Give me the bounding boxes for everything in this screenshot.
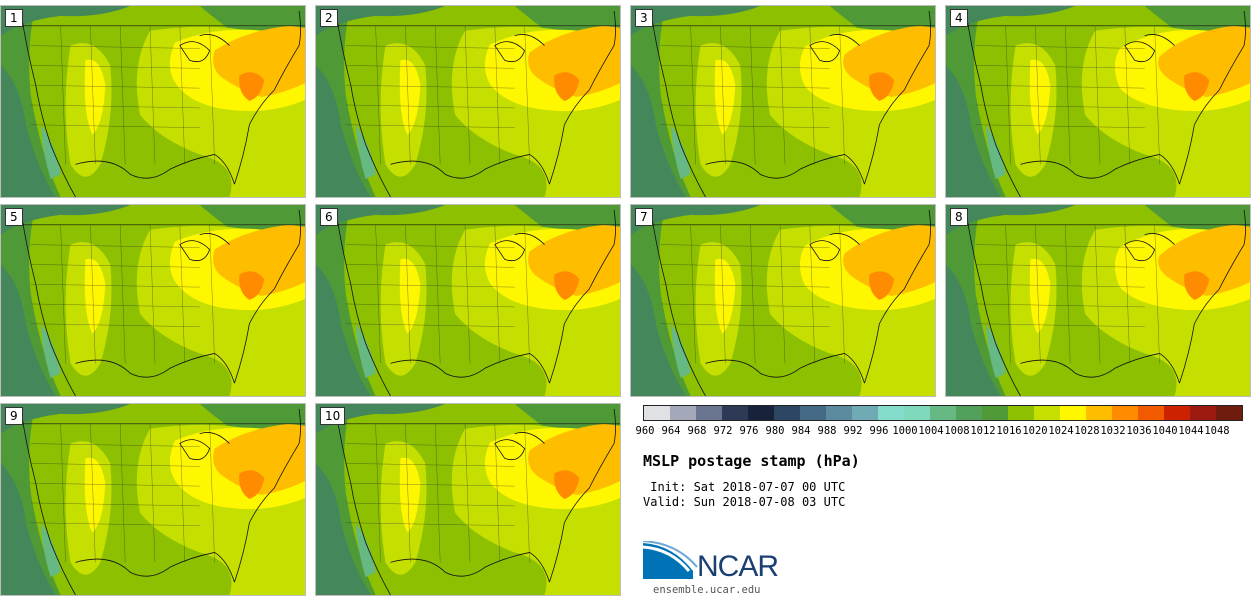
mslp-map (316, 6, 620, 197)
colorbar-tick-label: 1036 (1126, 425, 1152, 437)
ncar-wordmark: NCAR (697, 550, 779, 583)
colorbar-tick-label: 980 (765, 425, 785, 437)
colorbar-tick-label: 1048 (1204, 425, 1230, 437)
member-number: 7 (635, 208, 653, 226)
colorbar-tick-label: 1000 (892, 425, 918, 437)
mslp-map (1, 404, 305, 595)
ncar-logo (643, 541, 698, 579)
colorbar-tick-label: 960 (635, 425, 655, 437)
member-number: 8 (950, 208, 968, 226)
colorbar-labels: 960 964 968 972 976 980 984 988 992 996 1000 1004 10… (632, 425, 1252, 439)
colorbar-tick-label: 968 (687, 425, 707, 437)
ensemble-member-panel: 2 (315, 5, 621, 198)
valid-time: Valid: Sun 2018-07-08 03 UTC (643, 495, 846, 509)
colorbar-swatch (644, 406, 670, 420)
member-number: 9 (5, 407, 23, 425)
colorbar-tick-label: 996 (869, 425, 889, 437)
colorbar-tick-label: 1040 (1152, 425, 1178, 437)
mslp-map (631, 205, 935, 396)
colorbar-swatch (1138, 406, 1164, 420)
colorbar-swatch (774, 406, 800, 420)
member-number: 6 (320, 208, 338, 226)
colorbar-tick-label: 1020 (1022, 425, 1048, 437)
colorbar-swatch (1086, 406, 1112, 420)
ensemble-member-panel: 5 (0, 204, 306, 397)
colorbar-tick-label: 988 (817, 425, 837, 437)
ensemble-member-panel: 3 (630, 5, 936, 198)
ensemble-member-panel: 7 (630, 204, 936, 397)
colorbar-swatch (930, 406, 956, 420)
source-url: ensemble.ucar.edu (653, 584, 761, 596)
figure-title: MSLP postage stamp (hPa) (643, 452, 860, 470)
colorbar-tick-label: 1028 (1074, 425, 1100, 437)
colorbar-tick-label: 1016 (996, 425, 1022, 437)
mslp-map (1, 205, 305, 396)
member-number: 3 (635, 9, 653, 27)
colorbar-tick-label: 992 (843, 425, 863, 437)
colorbar-swatch (982, 406, 1008, 420)
colorbar-swatch (696, 406, 722, 420)
colorbar-tick-label: 1032 (1100, 425, 1126, 437)
ensemble-member-panel: 8 (945, 204, 1251, 397)
colorbar-tick-label: 1044 (1178, 425, 1204, 437)
ensemble-member-panel: 1 (0, 5, 306, 198)
colorbar-swatch (1190, 406, 1216, 420)
init-time: Init: Sat 2018-07-07 00 UTC (643, 480, 846, 494)
colorbar-tick-label: 964 (661, 425, 681, 437)
colorbar-swatch (826, 406, 852, 420)
mslp-map (946, 6, 1250, 197)
mslp-map (1, 6, 305, 197)
ensemble-member-panel: 9 (0, 403, 306, 596)
colorbar-swatch (904, 406, 930, 420)
member-number: 1 (5, 9, 23, 27)
ensemble-member-panel: 6 (315, 204, 621, 397)
colorbar-swatch (1060, 406, 1086, 420)
colorbar (643, 405, 1243, 421)
colorbar-swatch (1164, 406, 1190, 420)
colorbar-tick-label: 1024 (1048, 425, 1074, 437)
member-number: 5 (5, 208, 23, 226)
colorbar-swatch (1034, 406, 1060, 420)
member-number: 4 (950, 9, 968, 27)
mslp-map (316, 404, 620, 595)
member-number: 10 (320, 407, 346, 425)
colorbar-tick-label: 1012 (970, 425, 996, 437)
colorbar-swatch (852, 406, 878, 420)
colorbar-swatch (956, 406, 982, 420)
ensemble-member-panel: 4 (945, 5, 1251, 198)
colorbar-tick-label: 1008 (944, 425, 970, 437)
colorbar-swatch (748, 406, 774, 420)
colorbar-swatch (722, 406, 748, 420)
colorbar-tick-label: 984 (791, 425, 811, 437)
ensemble-member-panel: 10 (315, 403, 621, 596)
colorbar-tick-label: 976 (739, 425, 759, 437)
colorbar-tick-label: 1004 (918, 425, 944, 437)
mslp-map (946, 205, 1250, 396)
member-number: 2 (320, 9, 338, 27)
colorbar-swatch (878, 406, 904, 420)
colorbar-swatch (670, 406, 696, 420)
mslp-map (631, 6, 935, 197)
colorbar-swatch (800, 406, 826, 420)
colorbar-tick-label: 972 (713, 425, 733, 437)
colorbar-swatch (1112, 406, 1138, 420)
colorbar-swatch (1008, 406, 1034, 420)
colorbar-swatch (1216, 406, 1242, 420)
mslp-map (316, 205, 620, 396)
